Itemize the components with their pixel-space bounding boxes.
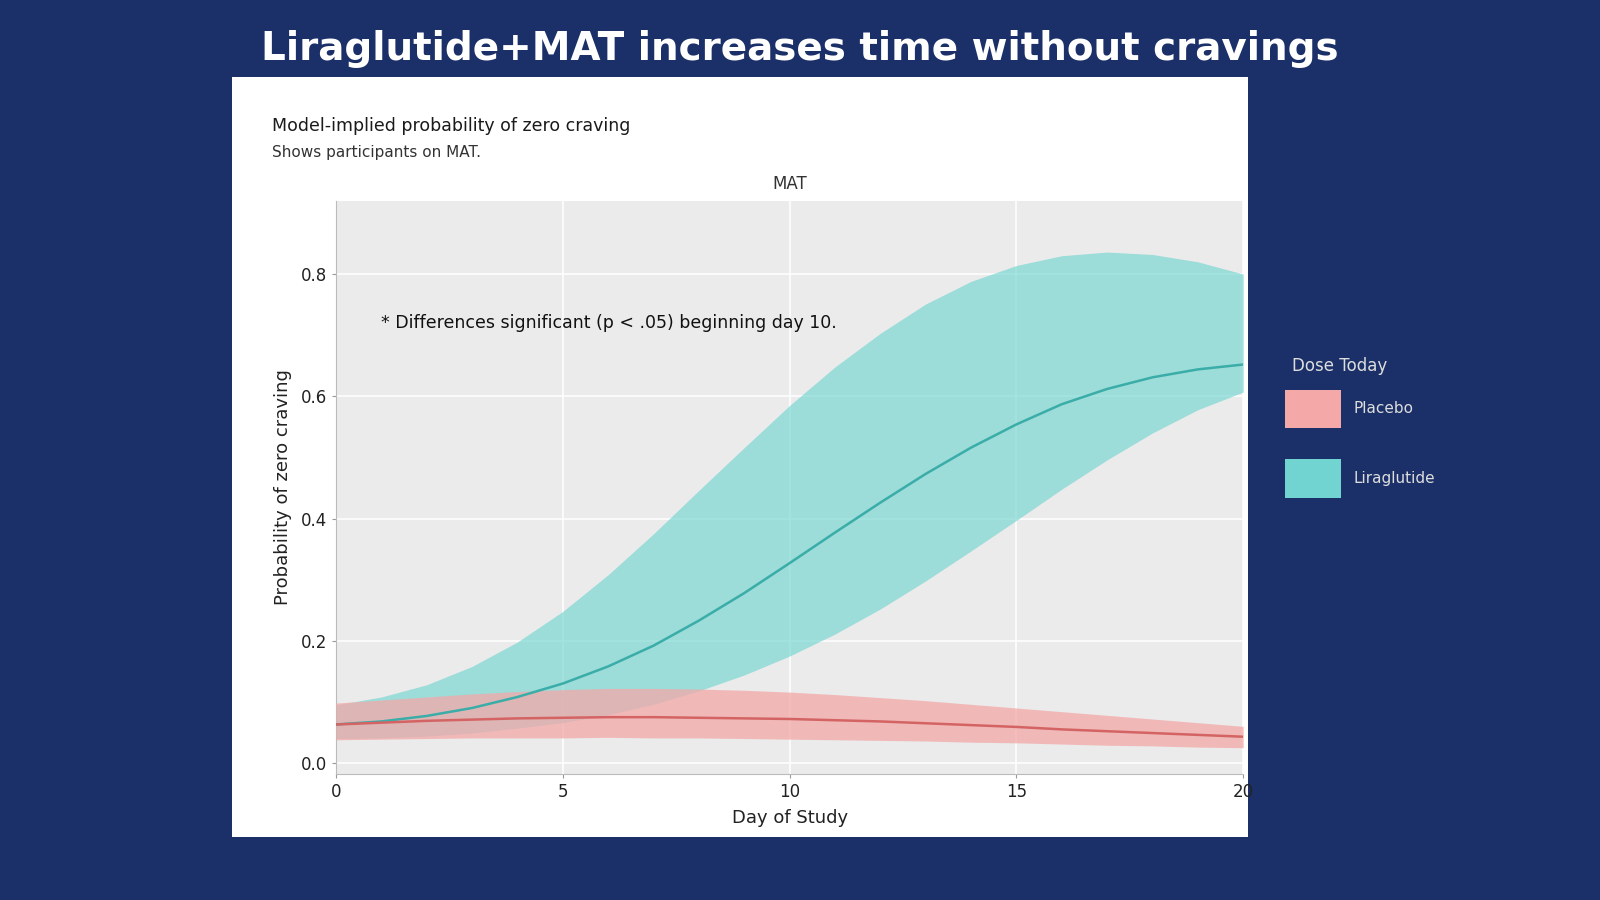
Text: Model-implied probability of zero craving: Model-implied probability of zero cravin… [272,117,630,135]
Y-axis label: Probability of zero craving: Probability of zero craving [274,369,293,606]
Text: * Differences significant (p < .05) beginning day 10.: * Differences significant (p < .05) begi… [381,314,837,332]
Bar [1285,390,1341,428]
Text: Liraglutide+MAT increases time without cravings: Liraglutide+MAT increases time without c… [261,31,1339,68]
Text: Placebo: Placebo [1354,401,1414,417]
Bar [1285,459,1341,498]
X-axis label: Day of Study: Day of Study [731,809,848,827]
Text: Shows participants on MAT.: Shows participants on MAT. [272,146,482,160]
Text: MAT: MAT [773,175,806,193]
Text: Dose Today: Dose Today [1293,357,1387,375]
Text: Liraglutide: Liraglutide [1354,471,1435,486]
